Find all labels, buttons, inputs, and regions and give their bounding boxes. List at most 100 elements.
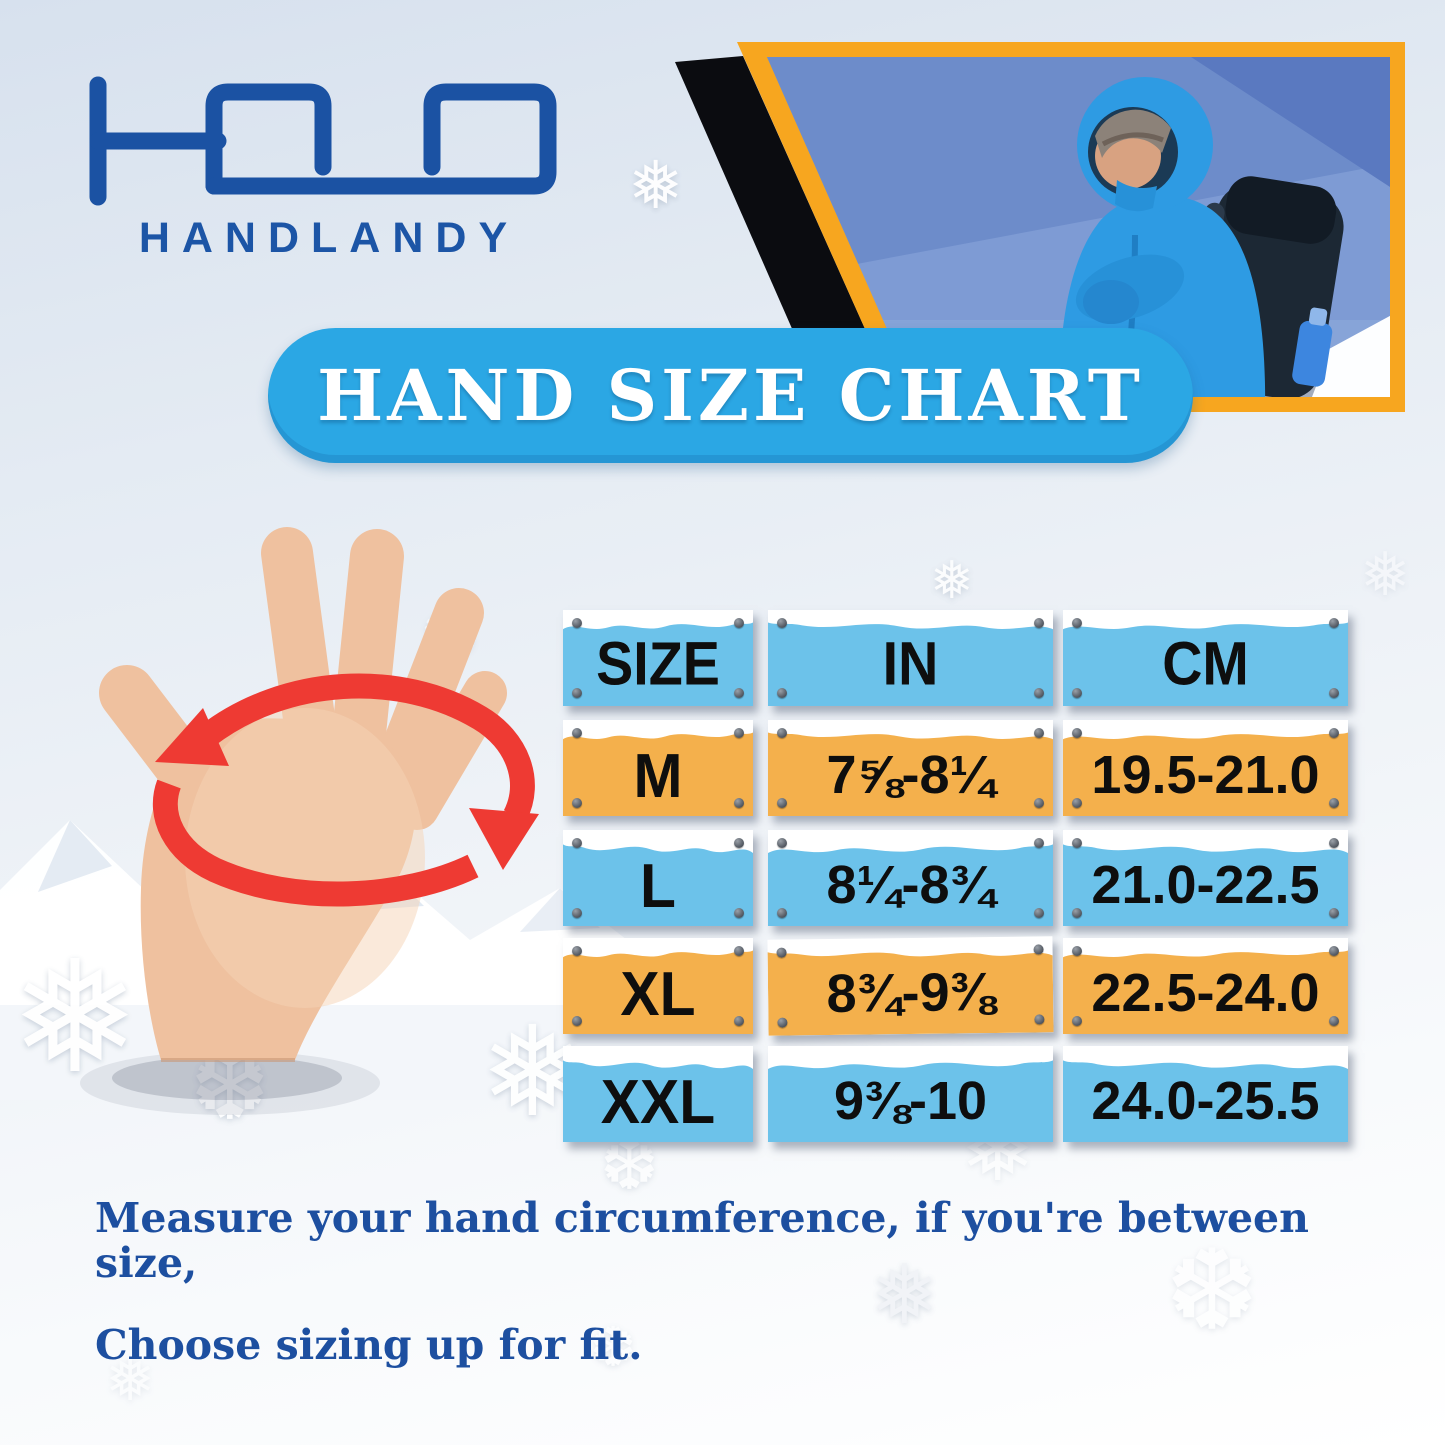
table-cell-in-xxl: 9⅜-10	[768, 1046, 1053, 1142]
inches-value: 9⅜-10	[833, 1071, 988, 1131]
snowflake-icon: ❆	[590, 1316, 637, 1378]
column-header: CM	[1162, 628, 1249, 698]
rivet-decoration	[572, 688, 582, 698]
centimeters-value: 21.0-22.5	[1091, 855, 1320, 915]
size-value: XXL	[600, 1066, 716, 1137]
rivet-decoration	[1329, 1016, 1339, 1026]
snowflake-icon: ❅	[930, 552, 974, 610]
column-header: IN	[882, 628, 939, 698]
table-cell-size-l: L	[563, 830, 753, 926]
rivet-decoration	[1034, 728, 1044, 738]
size-value: XL	[620, 958, 696, 1029]
table-cell-cm-m: 19.5-21.0	[1063, 720, 1348, 816]
rivet-decoration	[1072, 946, 1082, 956]
rivet-decoration	[777, 1017, 788, 1028]
rivet-decoration	[572, 798, 582, 808]
rivet-decoration	[1072, 728, 1082, 738]
centimeters-value: 24.0-25.5	[1091, 1071, 1320, 1131]
instructions-line-1: Measure your hand circumference, if you'…	[95, 1194, 1309, 1288]
snow-wave-decoration	[768, 1060, 1053, 1142]
centimeters-value: 19.5-21.0	[1091, 745, 1320, 805]
rivet-decoration	[734, 798, 744, 808]
rivet-decoration	[1072, 688, 1082, 698]
snow-wave-decoration	[1063, 950, 1348, 1034]
rivet-decoration	[734, 688, 744, 698]
snow-wave-decoration	[768, 732, 1053, 816]
rivet-decoration	[1034, 1014, 1045, 1025]
rivet-decoration	[1329, 946, 1339, 956]
size-value: M	[633, 740, 683, 811]
rivet-decoration	[734, 908, 744, 918]
snowflake-icon: ❆	[1165, 1228, 1259, 1353]
instructions-line-2: Choose sizing up for fit.	[95, 1321, 643, 1370]
table-cell-in-m: 7⅝-8¼	[768, 720, 1053, 816]
snow-wave-decoration	[563, 950, 753, 1034]
page-title: HAND SIZE CHART	[317, 354, 1144, 437]
table-cell-in-l: 8¼-8¾	[768, 830, 1053, 926]
table-cell-cm-xxl: 24.0-25.5	[1063, 1046, 1348, 1142]
rivet-decoration	[734, 728, 744, 738]
snow-wave-decoration	[1063, 732, 1348, 816]
snowflake-icon: ❅	[105, 1346, 156, 1413]
snow-wave-decoration	[768, 844, 1053, 926]
size-value: L	[640, 850, 676, 921]
rivet-decoration	[734, 946, 744, 956]
snow-wave-decoration	[1063, 622, 1348, 706]
snowflake-icon: ❅	[10, 931, 140, 1104]
rivet-decoration	[572, 1016, 582, 1026]
rivet-decoration	[1329, 728, 1339, 738]
brand-name: HANDLANDY	[138, 214, 520, 262]
inches-value: 8¼-8¾	[826, 855, 995, 915]
table-cell-cm-l: 21.0-22.5	[1063, 830, 1348, 926]
table-cell-cm-xl: 22.5-24.0	[1063, 938, 1348, 1034]
snow-wave-decoration	[563, 622, 753, 706]
rivet-decoration	[776, 947, 787, 958]
snow-wave-decoration	[563, 732, 753, 816]
rivet-decoration	[572, 908, 582, 918]
handlandy-monogram-icon	[89, 76, 557, 206]
rivet-decoration	[1034, 688, 1044, 698]
snow-wave-decoration	[1063, 844, 1348, 926]
table-header-cell-size: SIZE	[563, 610, 753, 706]
rivet-decoration	[1034, 908, 1044, 918]
snow-wave-decoration	[563, 1060, 753, 1142]
rivet-decoration	[1072, 618, 1082, 628]
measuring-instructions: Measure your hand circumference, if you'…	[95, 1194, 1415, 1405]
centimeters-value: 22.5-24.0	[1091, 963, 1320, 1023]
snowflake-icon: ❅	[628, 148, 684, 222]
rivet-decoration	[1033, 944, 1044, 955]
rivet-decoration	[777, 618, 787, 628]
rivet-decoration	[777, 908, 787, 918]
rivet-decoration	[572, 838, 582, 848]
table-cell-in-xl: 8¾-9⅜	[767, 936, 1054, 1036]
rivet-decoration	[1329, 908, 1339, 918]
column-header: SIZE	[596, 628, 720, 698]
rivet-decoration	[572, 946, 582, 956]
rivet-decoration	[734, 618, 744, 628]
rivet-decoration	[734, 1016, 744, 1026]
title-banner: HAND SIZE CHART	[268, 328, 1193, 463]
snow-wave-decoration	[767, 952, 1054, 1036]
rivet-decoration	[1329, 618, 1339, 628]
table-header-cell-in: IN	[768, 610, 1053, 706]
rivet-decoration	[1034, 798, 1044, 808]
rivet-decoration	[777, 798, 787, 808]
rivet-decoration	[572, 728, 582, 738]
rivet-decoration	[1072, 838, 1082, 848]
rivet-decoration	[777, 838, 787, 848]
rivet-decoration	[1034, 838, 1044, 848]
rivet-decoration	[1072, 908, 1082, 918]
rivet-decoration	[572, 618, 582, 628]
table-cell-size-xxl: XXL	[563, 1046, 753, 1142]
rivet-decoration	[1072, 798, 1082, 808]
table-cell-size-m: M	[563, 720, 753, 816]
rivet-decoration	[777, 728, 787, 738]
snow-wave-decoration	[1063, 1060, 1348, 1142]
rivet-decoration	[1329, 838, 1339, 848]
table-header-cell-cm: CM	[1063, 610, 1348, 706]
snow-wave-decoration	[563, 844, 753, 926]
snowflake-icon: ❅	[870, 1250, 939, 1341]
inches-value: 7⅝-8¼	[826, 745, 995, 805]
rivet-decoration	[777, 688, 787, 698]
